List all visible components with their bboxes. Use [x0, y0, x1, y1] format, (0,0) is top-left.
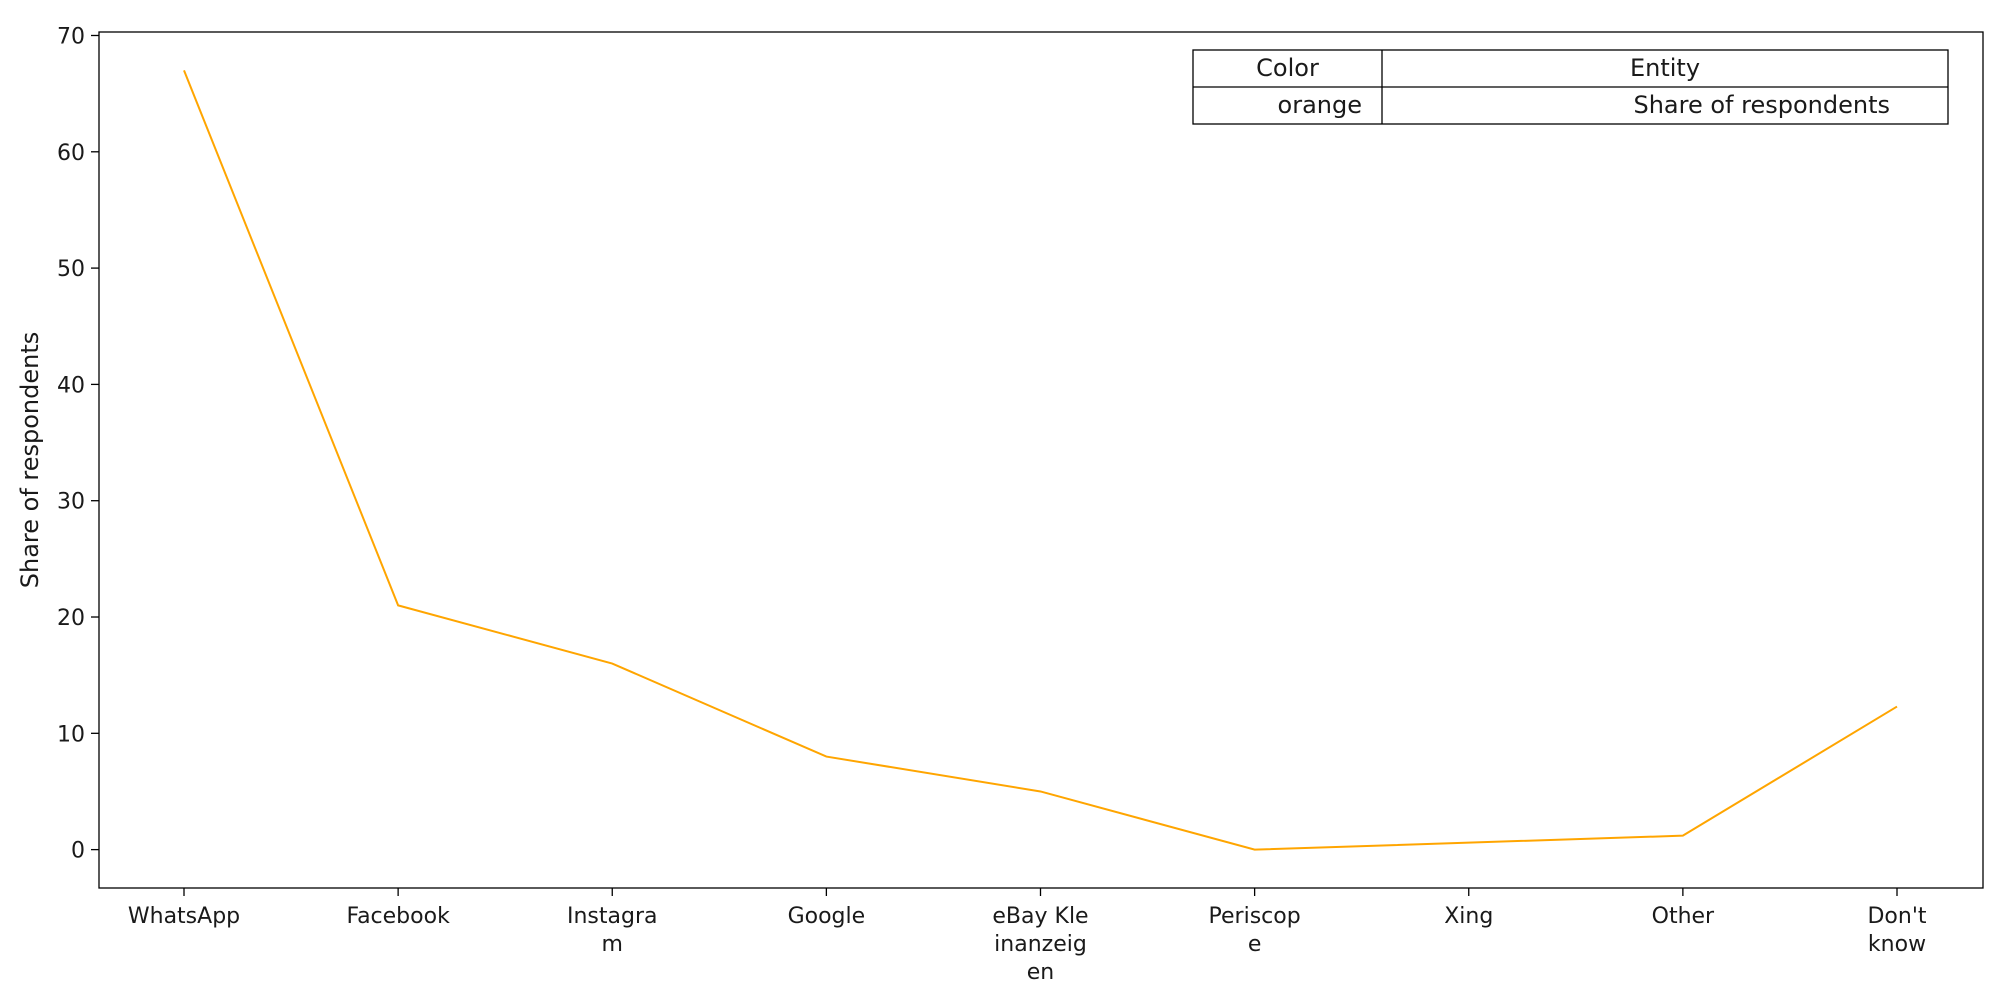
x-tick-label: Facebook	[346, 904, 450, 929]
x-tick-label-line: Don't	[1867, 904, 1926, 929]
x-tick-label: Don't know	[1867, 904, 1926, 957]
y-tick-label: 0	[71, 839, 85, 864]
x-tick-label-line: en	[1027, 960, 1054, 985]
y-tick-label: 60	[57, 141, 85, 166]
x-tick-label: Instagra m	[567, 904, 658, 957]
series-line	[183, 70, 1898, 851]
plot-frame	[98, 31, 1984, 889]
x-tick-label-line: m	[602, 932, 623, 957]
x-tick-label-line: inanzeig	[994, 932, 1087, 957]
x-tick-label: Google	[788, 904, 866, 929]
x-tick-label: Other	[1652, 904, 1715, 929]
x-tick-label: Periscop e	[1209, 904, 1301, 957]
y-tick-label: 70	[57, 24, 85, 49]
x-tick-label-line: Xing	[1444, 904, 1493, 929]
y-axis-title: Share of respondents	[16, 332, 44, 589]
x-tick-label-line: WhatsApp	[128, 904, 240, 929]
x-tick-label-line: Other	[1652, 904, 1715, 929]
legend-header-color: Color	[1256, 54, 1319, 82]
x-tick-label-line: Instagra	[567, 904, 658, 929]
x-tick-label-line: Facebook	[346, 904, 450, 929]
x-tick-label-line: Google	[788, 904, 866, 929]
x-tick-label-line: Periscop	[1209, 904, 1301, 929]
legend-cell-entity: Share of respondents	[1633, 91, 1890, 119]
y-tick-label: 30	[57, 490, 85, 515]
x-tick-label: Xing	[1444, 904, 1493, 929]
x-tick-label-line: eBay Kle	[992, 904, 1088, 929]
x-tick-label: eBay Kle inanzeig en	[992, 904, 1088, 985]
x-tick-label-line: know	[1868, 932, 1926, 957]
y-tick-label: 10	[57, 722, 85, 747]
legend-header-entity: Entity	[1630, 54, 1700, 82]
y-tick-label: 20	[57, 606, 85, 631]
x-tick-label-line: e	[1248, 932, 1262, 957]
legend-cell-color: orange	[1278, 91, 1362, 119]
y-tick-label: 50	[57, 257, 85, 282]
y-tick-label: 40	[57, 373, 85, 398]
x-tick-label: WhatsApp	[128, 904, 240, 929]
